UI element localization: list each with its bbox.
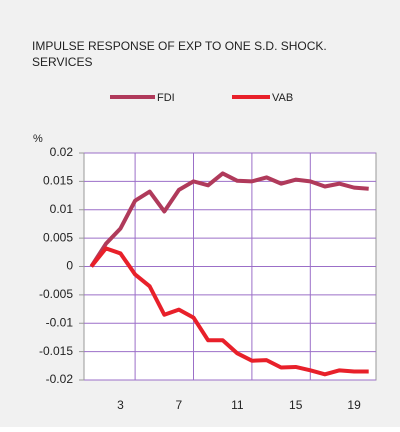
y-tick-label: -0.005	[39, 287, 73, 301]
y-axis-label: %	[33, 133, 43, 145]
y-tick-label: -0.015	[39, 344, 73, 358]
legend-label: FDI	[157, 92, 175, 104]
y-tick-label: 0	[66, 259, 73, 273]
x-tick-label: 3	[117, 398, 124, 412]
x-tick-label: 15	[289, 398, 303, 412]
y-tick-label: 0.015	[43, 174, 73, 188]
x-tick-label: 11	[231, 398, 244, 412]
y-tick-label: 0.01	[50, 202, 74, 216]
y-tick-label: 0.005	[43, 230, 73, 244]
x-tick-label: 7	[176, 398, 183, 412]
chart-title: IMPULSE RESPONSE OF EXP TO ONE S.D. SHOC…	[32, 39, 327, 53]
y-tick-label: 0.02	[50, 145, 74, 159]
series-line	[89, 171, 369, 268]
chart-title: SERVICES	[32, 55, 92, 69]
y-tick-label: -0.02	[46, 372, 74, 386]
series-line	[89, 246, 369, 377]
x-tick-label: 19	[347, 398, 361, 412]
y-tick-label: -0.01	[46, 315, 74, 329]
legend-label: VAB	[272, 92, 293, 104]
